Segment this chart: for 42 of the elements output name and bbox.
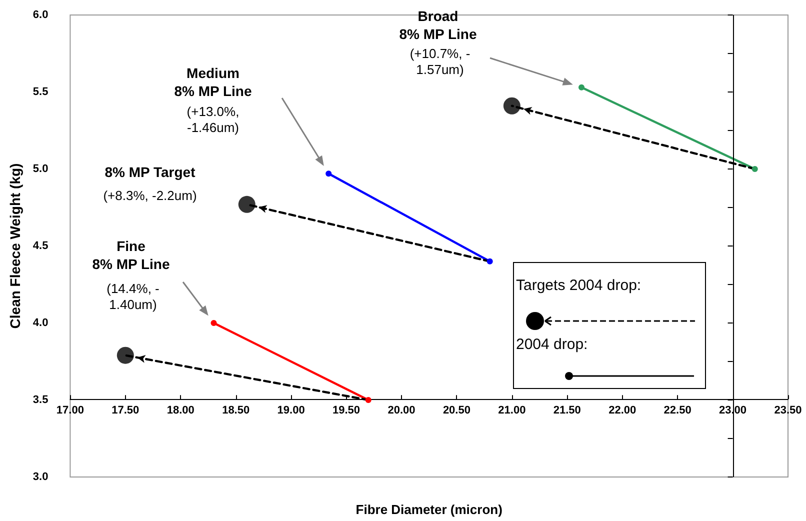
- x-tick-label: 17.50: [112, 404, 140, 417]
- x-tick-label: 19.00: [277, 404, 305, 417]
- x-tick-label: 18.50: [222, 404, 250, 417]
- x-tick-label: 19.50: [332, 404, 360, 417]
- y-tick-label: 6.0: [32, 9, 48, 21]
- x-tick-label: 18.00: [166, 404, 194, 417]
- annotation: (14.4%, - 1.40um): [106, 281, 160, 313]
- y-tick-label: 4.0: [32, 317, 48, 329]
- point: [116, 346, 134, 364]
- x-axis-title: Fibre Diameter (micron): [356, 502, 502, 517]
- annotation: Targets 2004 drop:: [516, 277, 642, 294]
- x-tick-label: 23.50: [774, 404, 802, 417]
- y-tick-label: 4.5: [32, 240, 48, 252]
- point: [752, 166, 758, 172]
- annotation: (+10.7%, - 1.57um): [410, 46, 470, 78]
- point: [486, 258, 493, 264]
- annotation: 8% MP Target: [104, 163, 196, 181]
- y-tick-label: 5.0: [32, 163, 48, 175]
- y-axis-title: Clean Fleece Weight (kg): [7, 163, 23, 329]
- y-tick-label: 3.0: [32, 471, 48, 483]
- point: [238, 196, 256, 213]
- annotation: (+8.3%, -2.2um): [103, 188, 197, 204]
- annotation: Broad 8% MP Line: [399, 7, 477, 43]
- annotation: Medium 8% MP Line: [174, 64, 252, 100]
- y-tick-label: 5.5: [32, 86, 48, 98]
- point: [365, 397, 372, 403]
- x-tick-label: 20.50: [442, 404, 470, 417]
- point: [326, 170, 332, 177]
- x-tick-label: 17.00: [56, 404, 84, 417]
- annotation: (+13.0%, -1.46um): [186, 104, 240, 136]
- point: [503, 97, 520, 114]
- x-tick-label: 21.00: [498, 404, 526, 417]
- x-tick-label: 22.00: [608, 404, 636, 417]
- point: [210, 320, 217, 326]
- point: [578, 84, 584, 90]
- x-tick-label: 22.50: [664, 404, 692, 417]
- annotation: Fine 8% MP Line: [92, 237, 170, 273]
- annotation: 2004 drop:: [516, 336, 588, 353]
- x-tick-label: 20.00: [388, 404, 416, 417]
- y-tick-label: 3.5: [32, 394, 48, 406]
- x-tick-label: 21.50: [553, 404, 581, 417]
- key-box: Targets 2004 drop: 2004 drop:: [513, 262, 706, 389]
